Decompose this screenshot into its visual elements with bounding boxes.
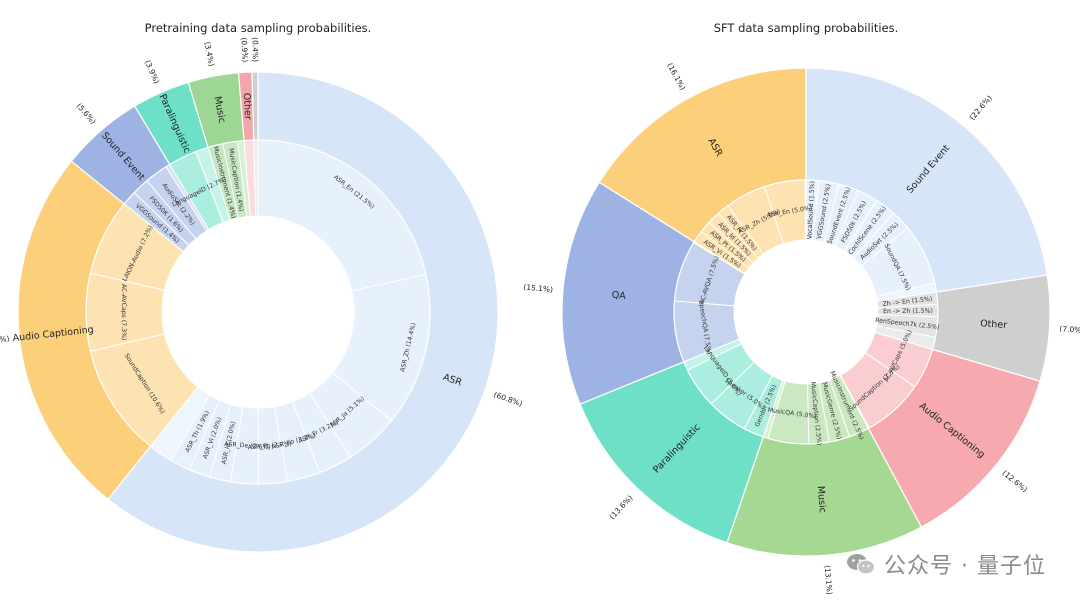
percentage-label-paralinguistic: (13.6%) — [608, 493, 635, 521]
percentage-label-sound-event: (5.6%) — [75, 101, 98, 126]
outer-segment-sound-event — [805, 67, 1048, 293]
outer-segment-asr — [598, 67, 807, 243]
chart-title: SFT data sampling probabilities. — [714, 21, 899, 35]
subcategory-label-asr-pt-2-7: ASR_Pt (2.7%) — [247, 441, 292, 452]
percentage-label-qa: (15.1%) — [523, 283, 553, 295]
subcategory-label-vocalsound-1-5: VocalSound (1.5%) — [806, 181, 816, 240]
outer-segment-music — [187, 72, 245, 149]
watermark: 公众号 · 量子位 — [846, 548, 1046, 580]
outer-segment-qa — [561, 181, 696, 406]
outer-segment-paralinguistic — [579, 361, 765, 544]
percentage-label-audio-captioning: (25.1%) — [0, 334, 10, 346]
subcategory-label-ac-avcaps-7-3: AC-AVCaps (7.3%) — [120, 284, 127, 340]
percentage-label-music: (13.1%) — [823, 565, 834, 595]
wechat-icon — [847, 554, 876, 575]
percentage-label-qa: (0.4%) — [251, 37, 260, 62]
percentage-label-other: (0.9%) — [239, 37, 249, 62]
sft-sunburst-chart: SFT data sampling probabilities. Sound E… — [523, 21, 1080, 595]
percentage-label-audio-captioning: (12.6%) — [1001, 468, 1030, 494]
category-label-music: Music — [212, 95, 228, 124]
watermark-text: 公众号 · 量子位 — [884, 554, 1046, 579]
outer-segment-paralinguistic — [133, 81, 209, 166]
outer-segment-asr — [107, 71, 499, 553]
outer-segment-other — [931, 274, 1051, 382]
chart-title: Pretraining data sampling probabilities. — [145, 21, 372, 35]
outer-segment-audio-captioning — [17, 160, 152, 501]
category-label-music: Music — [815, 485, 828, 513]
subcategory-label-en-zh-1-5: En -> Zh (1.5%) — [883, 308, 933, 316]
outer-segment-sound-event — [70, 105, 171, 205]
percentage-label-asr: (16.1%) — [665, 61, 687, 91]
category-label-qa: QA — [611, 290, 626, 302]
percentage-label-asr: (60.8%) — [493, 390, 524, 408]
category-label-other: Other — [980, 318, 1008, 331]
pretraining-sunburst-chart: Pretraining data sampling probabilities.… — [0, 21, 524, 553]
percentage-label-paralinguistic: (3.9%) — [143, 59, 161, 85]
category-label-other: Other — [241, 93, 253, 121]
percentage-label-sound-event: (22.6%) — [968, 93, 994, 121]
percentage-label-other: (7.0%) — [1059, 324, 1080, 335]
outer-segment-music — [726, 427, 923, 557]
subcategory-label-asr-de-2-6: ASR_De (2.6%) — [224, 441, 271, 452]
outer-segment-audio-captioning — [867, 348, 1041, 528]
percentage-label-music: (3.4%) — [203, 41, 217, 67]
outer-segment-other — [237, 71, 255, 142]
